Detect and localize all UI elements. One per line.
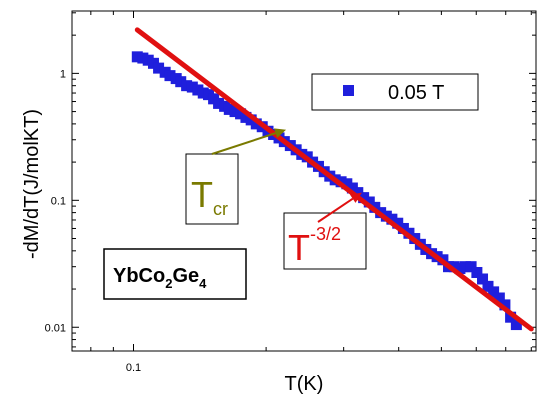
power-law-label: T-3/2 — [288, 224, 341, 268]
power-law-fit-line — [134, 27, 534, 332]
y-tick-label: 1 — [60, 68, 66, 80]
data-point — [448, 261, 460, 273]
tcr-arrowhead — [274, 128, 287, 138]
y-tick-label: 0.1 — [51, 195, 66, 207]
data-point — [493, 292, 505, 304]
tcr-annotation: Tcr — [185, 128, 287, 225]
data-point — [482, 280, 494, 292]
data-point — [164, 70, 176, 82]
x-tick-label: 0.1 — [126, 362, 141, 374]
tcr-label: Tcr — [191, 174, 228, 219]
data-point — [229, 106, 241, 118]
data-point — [358, 192, 370, 204]
compound-subscript-1: 2 — [165, 276, 172, 291]
data-point — [499, 299, 511, 311]
tcr-arrow — [211, 132, 276, 155]
compound-part-2: Ge — [172, 265, 199, 287]
data-point — [223, 103, 235, 115]
plot-frame — [71, 10, 537, 352]
compound-formula: YbCo2Ge4 — [113, 265, 207, 291]
legend: 0.05 T — [311, 73, 479, 111]
data-point — [477, 273, 489, 285]
data-point — [352, 187, 364, 199]
data-point — [341, 178, 353, 190]
data-point — [175, 76, 187, 88]
power-law-arrow — [317, 197, 354, 223]
data-point — [397, 222, 409, 234]
compound-part-1: YbCo — [113, 265, 165, 287]
data-point — [488, 286, 500, 298]
data-point — [153, 62, 165, 74]
data-point — [250, 118, 262, 130]
compound-box — [103, 248, 247, 300]
data-point — [181, 80, 193, 92]
x-axis-ticks — [90, 11, 532, 351]
power-law-superscript: -3/2 — [310, 224, 341, 244]
tcr-main-text: T — [191, 174, 213, 215]
data-point — [386, 213, 398, 225]
data-point — [131, 51, 143, 63]
data-point — [392, 217, 404, 229]
data-point — [459, 261, 471, 273]
data-point — [186, 81, 198, 93]
data-point — [510, 319, 522, 331]
data-point — [471, 266, 483, 278]
power-law-arrowhead — [349, 192, 362, 203]
x-axis-title: T(K) — [285, 373, 324, 395]
power-law-annotation: T-3/2 — [283, 192, 367, 270]
legend-label: 0.05 T — [388, 82, 444, 104]
legend-box — [311, 73, 479, 111]
data-point — [213, 97, 225, 109]
power-law-box — [283, 212, 367, 270]
tick-labels: 0.1 1 0.1 0.01 — [45, 68, 142, 374]
compound-annotation: YbCo2Ge4 — [103, 248, 247, 300]
tcr-subscript: cr — [213, 199, 228, 219]
power-law-main-text: T — [288, 227, 310, 268]
y-axis-title: -dM/dT(J/molKT) — [21, 109, 43, 259]
y-tick-label: 0.01 — [45, 322, 66, 334]
compound-subscript-2: 4 — [199, 276, 207, 291]
data-point — [505, 311, 517, 323]
data-point — [465, 261, 477, 273]
legend-marker — [343, 85, 354, 96]
tcr-box — [185, 153, 239, 225]
